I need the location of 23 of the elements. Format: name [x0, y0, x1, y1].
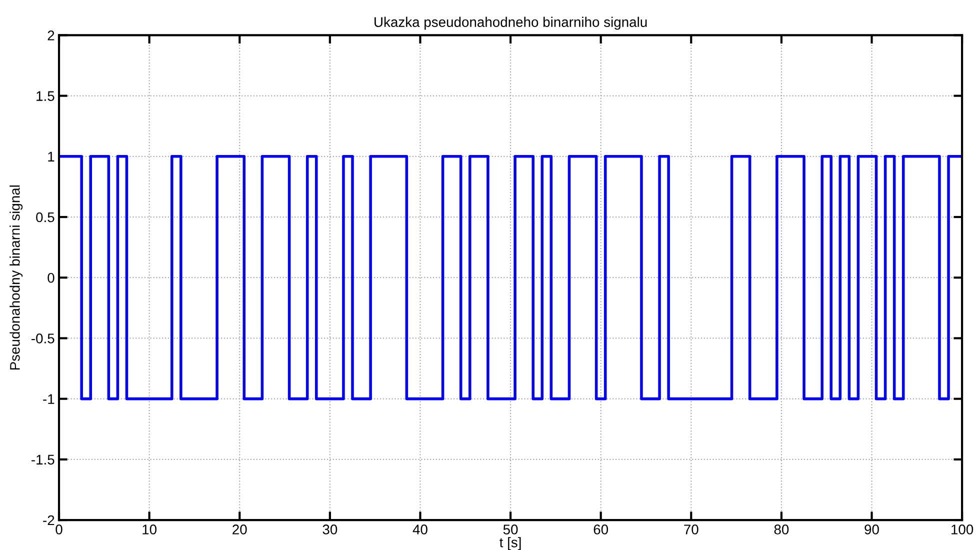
x-tick-label: 50 — [503, 524, 518, 534]
y-tick-label: 2 — [48, 30, 54, 40]
x-tick-label: 60 — [594, 524, 608, 534]
y-axis-title: Pseudonahodny binarni signal — [10, 185, 23, 370]
y-tick-label: -1 — [43, 394, 54, 404]
x-tick-label: 90 — [864, 524, 879, 534]
y-tick-label: 0 — [48, 272, 54, 283]
x-axis-title: t [s] — [500, 537, 521, 550]
y-tick-label: -2 — [43, 515, 54, 526]
y-tick-label: -1.5 — [32, 454, 54, 465]
y-tick-label: 1 — [48, 152, 54, 162]
y-tick-label: -0.5 — [32, 334, 54, 344]
y-tick-label: 0.5 — [36, 212, 54, 222]
x-tick-label: 0 — [56, 524, 62, 534]
x-tick-label: 20 — [232, 524, 247, 534]
x-tick-label: 30 — [322, 524, 338, 534]
x-tick-label: 40 — [412, 524, 428, 534]
chart-title: Ukazka pseudonahodneho binarniho signalu — [374, 16, 647, 30]
x-tick-label: 10 — [142, 524, 156, 534]
x-tick-label: 100 — [952, 524, 974, 534]
x-tick-label: 80 — [774, 524, 789, 534]
x-tick-label: 70 — [684, 524, 698, 534]
y-tick-label: 1.5 — [36, 91, 54, 101]
